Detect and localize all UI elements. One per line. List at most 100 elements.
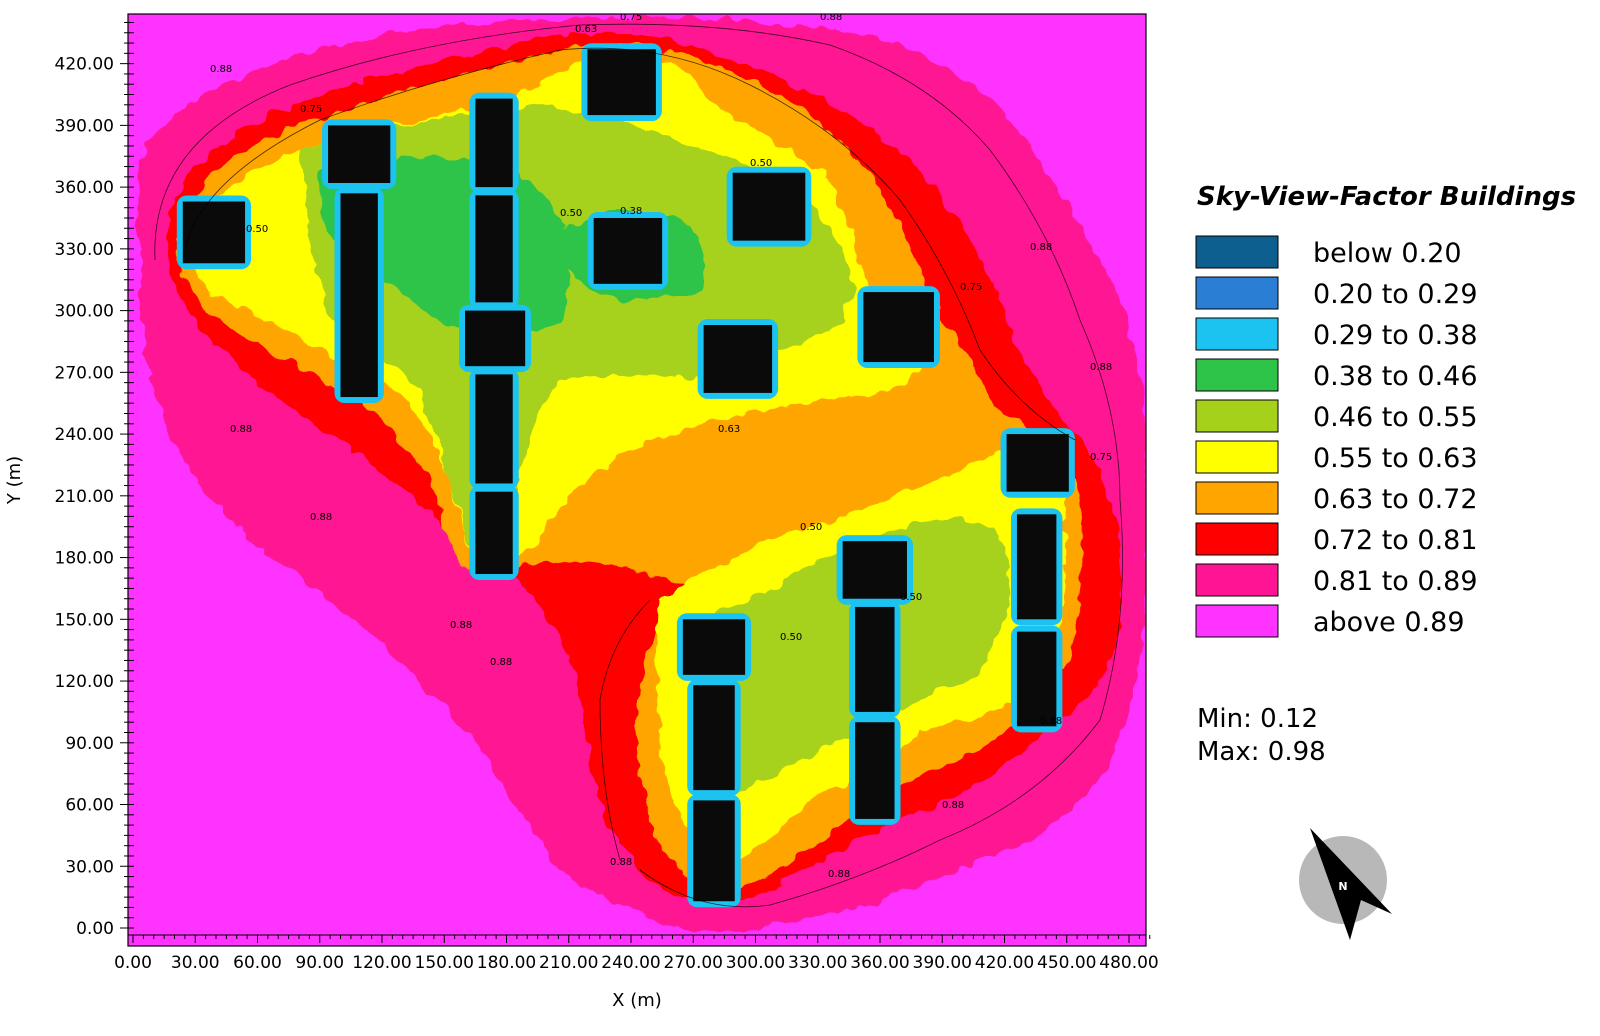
x-tick-label: 120.00 [352,953,411,973]
contour-label: 0.75 [960,282,982,293]
building [475,98,513,188]
legend-swatch [1195,276,1279,310]
building [465,310,526,367]
y-tick-label: 180.00 [55,549,114,569]
building [1016,514,1057,620]
north-label: N [1338,880,1347,893]
legend-swatch [1195,358,1279,392]
legend-swatch [1195,563,1279,597]
contour-label: 0.88 [1090,362,1112,373]
x-tick-label: 330.00 [788,953,847,973]
y-tick-label: 210.00 [55,487,114,507]
building [182,201,246,264]
x-tick-label: 270.00 [664,953,723,973]
x-tick-label: 300.00 [726,953,785,973]
x-tick-label: 450.00 [1037,953,1096,973]
y-tick-label: 30.00 [65,857,114,877]
contour-label: 0.63 [575,24,597,35]
legend-label: 0.63 to 0.72 [1313,484,1478,515]
x-tick-label: 30.00 [171,953,220,973]
contour-label: 0.50 [246,224,268,235]
contour-labels: 0.88 0.75 0.63 0.75 0.88 0.50 0.50 0.38 … [210,14,1112,880]
y-axis: 0.00 30.00 60.00 90.00 120.00 150.00 180.00 210… [55,14,134,946]
legend: Sky-View-Factor Buildings below 0.20 0.20… [1195,182,1576,638]
building [703,325,773,393]
y-tick-label: 0.00 [76,919,114,939]
legend-swatch [1195,235,1279,269]
contour-label: 0.75 [300,104,322,115]
building [732,172,806,241]
y-tick-label: 270.00 [55,363,114,383]
contour-label: 0.88 [942,800,964,811]
building [328,125,391,184]
building [475,374,513,484]
y-tick-label: 390.00 [55,116,114,136]
legend-items: below 0.20 0.20 to 0.29 0.29 to 0.38 0.38 t… [1195,235,1478,638]
legend-label: 0.55 to 0.63 [1313,443,1478,474]
legend-label: 0.81 to 0.89 [1313,566,1478,597]
contour-label: 0.88 [1030,242,1052,253]
x-tick-label: 150.00 [415,953,474,973]
y-tick-label: 420.00 [55,55,114,75]
x-tick-label: 240.00 [601,953,660,973]
y-tick-label: 240.00 [55,425,114,445]
building [842,541,907,599]
y-tick-label: 90.00 [65,734,114,754]
legend-label: 0.46 to 0.55 [1313,402,1478,433]
y-tick-label: 150.00 [55,610,114,630]
x-axis: 0.00 30.00 60.00 90.00 120.00 150.00 180.00 210… [114,934,1159,973]
legend-label: 0.72 to 0.81 [1313,525,1478,556]
building [593,217,663,284]
legend-label: below 0.20 [1313,238,1462,269]
contour-label: 0.88 [210,64,232,75]
contour-label: 0.50 [900,592,922,603]
x-tick-label: 60.00 [233,953,282,973]
building [863,292,934,363]
legend-swatch [1195,522,1279,556]
building [682,619,746,675]
contour-label: 0.50 [560,208,582,219]
building [693,685,735,791]
legend-label: above 0.89 [1313,607,1465,638]
building [1016,631,1057,727]
legend-swatch [1195,399,1279,433]
contour-label: 0.88 [1040,716,1062,727]
svf-field: 0.88 0.75 0.63 0.75 0.88 0.50 0.50 0.38 … [128,14,1146,946]
building [340,193,378,398]
building [855,606,895,712]
contour-lines [154,23,1123,908]
contour-label: 0.88 [310,512,332,523]
x-tick-label: 90.00 [295,953,344,973]
legend-label: 0.20 to 0.29 [1313,279,1478,310]
x-tick-label: 360.00 [850,953,909,973]
contour-label: 0.50 [750,158,772,169]
contour-label: 0.75 [1090,452,1112,463]
y-tick-label: 300.00 [55,302,114,322]
contour-label: 0.88 [610,857,632,868]
legend-swatch [1195,440,1279,474]
x-tick-label: 420.00 [975,953,1034,973]
x-tick-label: 390.00 [913,953,972,973]
x-tick-label: 210.00 [539,953,598,973]
contour-label: 0.38 [620,206,642,217]
contour-label: 0.88 [450,620,472,631]
legend-label: 0.38 to 0.46 [1313,361,1478,392]
contour-label: 0.88 [828,869,850,880]
building [693,800,735,902]
legend-swatch [1195,481,1279,515]
contour-label: 0.50 [780,632,802,643]
building [855,722,895,819]
y-tick-label: 60.00 [65,796,114,816]
contour-label: 0.88 [230,424,252,435]
x-tick-label: 180.00 [477,953,536,973]
legend-swatch [1195,604,1279,638]
legend-swatch [1195,317,1279,351]
legend-label: 0.29 to 0.38 [1313,320,1478,351]
y-tick-label: 330.00 [55,240,114,260]
legend-title: Sky-View-Factor Buildings [1197,182,1576,212]
x-axis-title: X (m) [612,990,662,1011]
north-arrow-icon: N [1299,828,1392,940]
contour-label: 0.50 [800,522,822,533]
contour-label: 0.63 [718,424,740,435]
